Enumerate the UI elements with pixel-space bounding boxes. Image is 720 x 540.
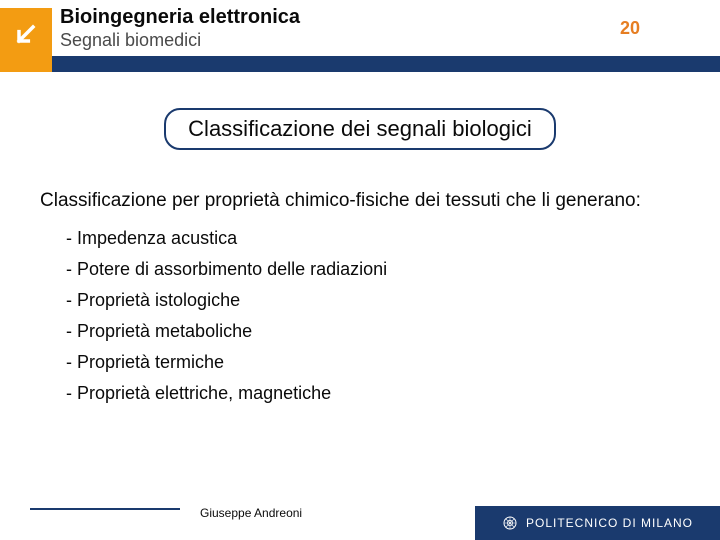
logo-block [0, 8, 52, 60]
list-item: Proprietà istologiche [66, 290, 720, 311]
institution-logo-icon [502, 515, 518, 531]
bullet-list: Impedenza acustica Potere di assorbiment… [66, 228, 720, 404]
list-item: Proprietà termiche [66, 352, 720, 373]
header-orange-bar [0, 56, 52, 72]
footer-institution-block: POLITECNICO DI MILANO [475, 506, 720, 540]
course-title: Bioingegneria elettronica [60, 6, 640, 29]
list-item: Impedenza acustica [66, 228, 720, 249]
header-blue-bar [0, 56, 720, 72]
intro-text: Classificazione per proprietà chimico-fi… [40, 188, 680, 214]
footer-institution: POLITECNICO DI MILANO [526, 516, 693, 530]
page-number: 20 [620, 18, 640, 39]
list-item: Proprietà metaboliche [66, 321, 720, 342]
title-area: Bioingegneria elettronica Segnali biomed… [60, 6, 640, 51]
footer-divider [30, 508, 180, 510]
section-title-wrap: Classificazione dei segnali biologici [0, 108, 720, 150]
arrow-down-left-icon [12, 20, 40, 48]
section-title: Classificazione dei segnali biologici [164, 108, 556, 150]
course-subtitle: Segnali biomedici [60, 30, 640, 51]
footer-author: Giuseppe Andreoni [200, 506, 302, 520]
list-item: Potere di assorbimento delle radiazioni [66, 259, 720, 280]
slide-footer: Giuseppe Andreoni POLITECNICO DI MILANO [0, 506, 720, 540]
list-item: Proprietà elettriche, magnetiche [66, 383, 720, 404]
slide-header: Bioingegneria elettronica Segnali biomed… [0, 0, 720, 72]
